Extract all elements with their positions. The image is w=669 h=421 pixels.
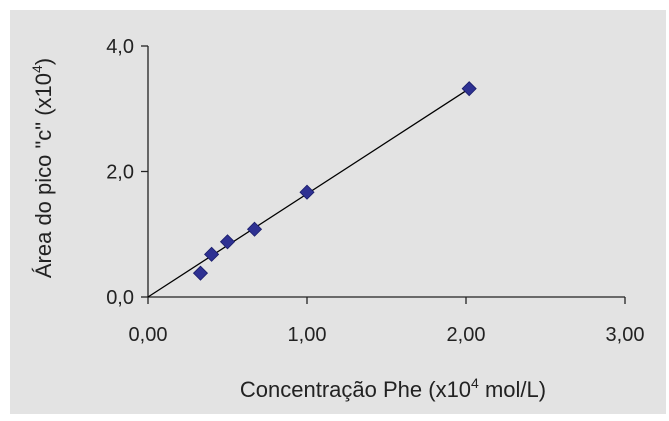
x-tick-label: 0,00	[129, 324, 168, 346]
data-point	[246, 221, 263, 237]
x-tick-label: 2,00	[447, 324, 486, 346]
axes: 0,0 2,0 4,0 0,00 1,00 2,00 3,00	[106, 36, 644, 346]
x-tick-label: 3,00	[606, 324, 645, 346]
data-point	[461, 81, 477, 97]
plot-background	[10, 10, 666, 414]
data-point	[219, 234, 236, 250]
data-point	[204, 246, 220, 262]
y-tick-label: 2,0	[106, 162, 134, 184]
data-points	[192, 81, 477, 281]
data-point	[299, 184, 315, 200]
x-axis-title: Concentração Phe (x104 mol/L)	[240, 375, 546, 402]
x-tick-label: 1,00	[288, 324, 327, 346]
data-point	[192, 265, 209, 281]
axis-labels: Concentração Phe (x104 mol/L) Área do pic…	[29, 58, 546, 402]
y-tick-label: 0,0	[106, 287, 134, 309]
y-axis-title: Área do pico "c" (x104)	[29, 58, 56, 278]
y-tick-label: 4,0	[106, 36, 134, 58]
